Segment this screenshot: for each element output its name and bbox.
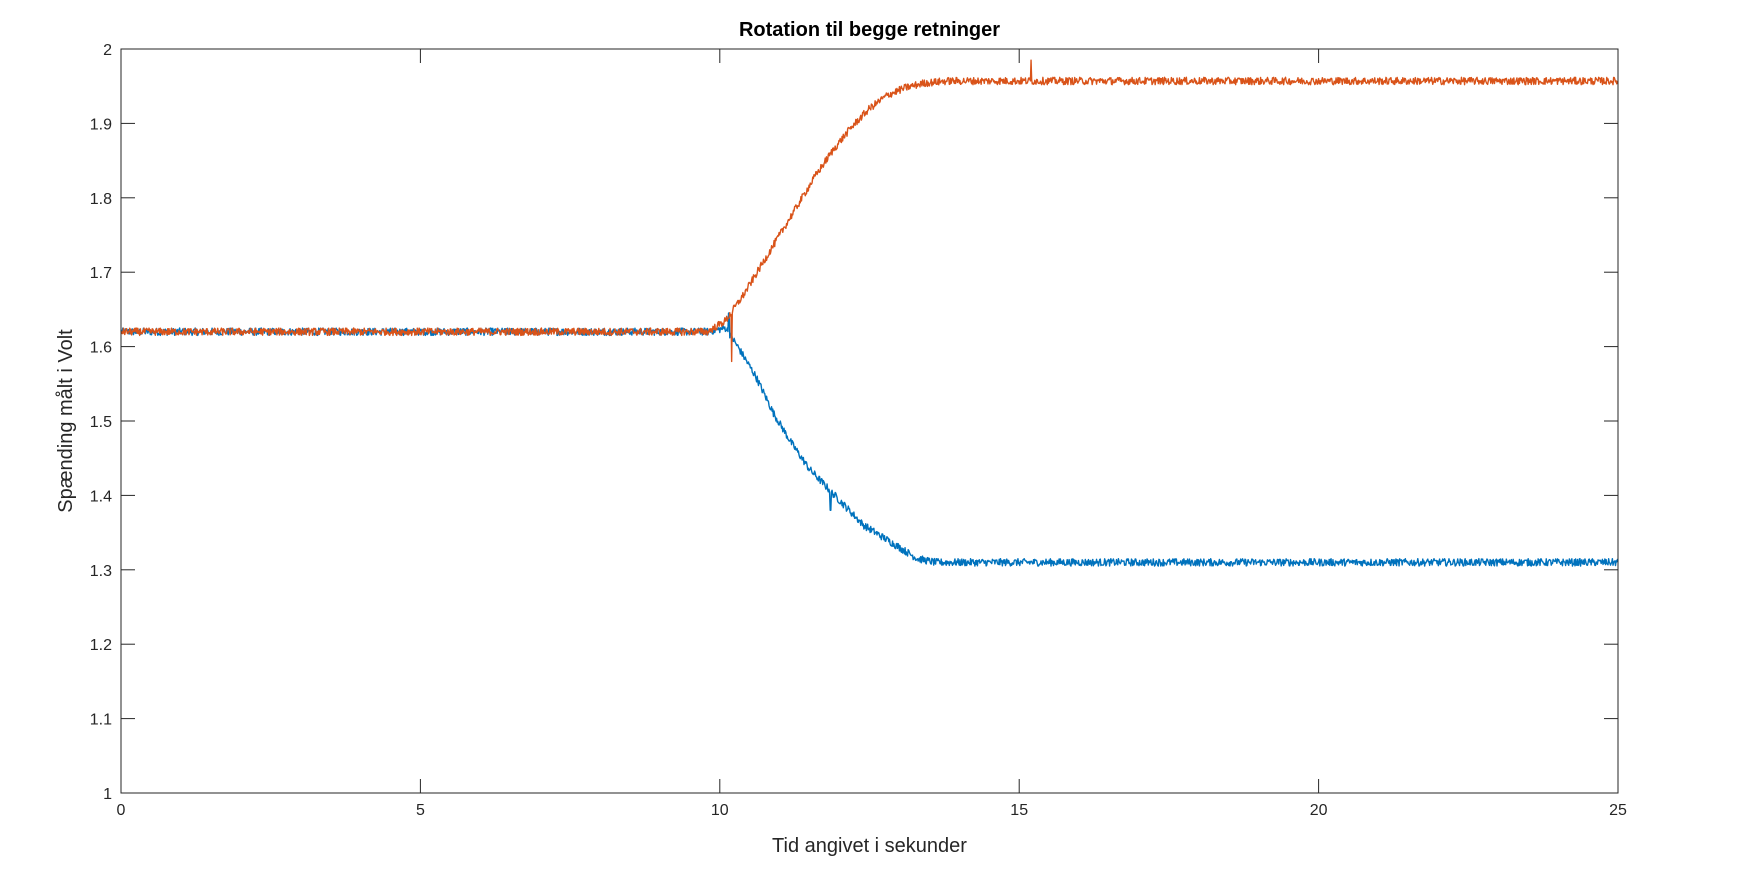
y-tick-label: 1.7 <box>90 265 112 282</box>
x-tick-label: 25 <box>1609 802 1627 819</box>
y-tick-label: 1.4 <box>90 488 112 505</box>
y-tick-label: 1.5 <box>90 414 112 431</box>
x-axis-title: Tid angivet i sekunder <box>772 835 967 857</box>
y-tick-label: 1.2 <box>90 637 112 654</box>
y-tick-label: 1.9 <box>90 116 112 133</box>
plot-area <box>121 49 1618 793</box>
y-tick-label: 2 <box>103 42 112 59</box>
x-tick-label: 10 <box>711 802 729 819</box>
axes-box <box>120 48 1619 794</box>
series-layer <box>120 59 1619 567</box>
series-line-1 <box>120 312 1619 567</box>
y-tick-label: 1.1 <box>90 712 112 729</box>
ticks-layer: 0 5 10 15 20 25 1 1.1 1.2 1.3 1.4 1.5 1.6 1.7 1.8 1.9 2 <box>90 42 1627 819</box>
chart-title: Rotation til begge retninger <box>739 19 1000 41</box>
y-tick-label: 1.3 <box>90 563 112 580</box>
y-axis-title: Spænding målt i Volt <box>55 329 77 513</box>
series-line-2 <box>120 59 1619 363</box>
y-tick-label: 1.6 <box>90 340 112 357</box>
x-tick-label: 20 <box>1310 802 1328 819</box>
x-tick-label: 15 <box>1010 802 1028 819</box>
x-tick-label: 5 <box>416 802 425 819</box>
y-tick-label: 1.8 <box>90 191 112 208</box>
x-tick-label: 0 <box>117 802 126 819</box>
y-tick-label: 1 <box>103 786 112 803</box>
